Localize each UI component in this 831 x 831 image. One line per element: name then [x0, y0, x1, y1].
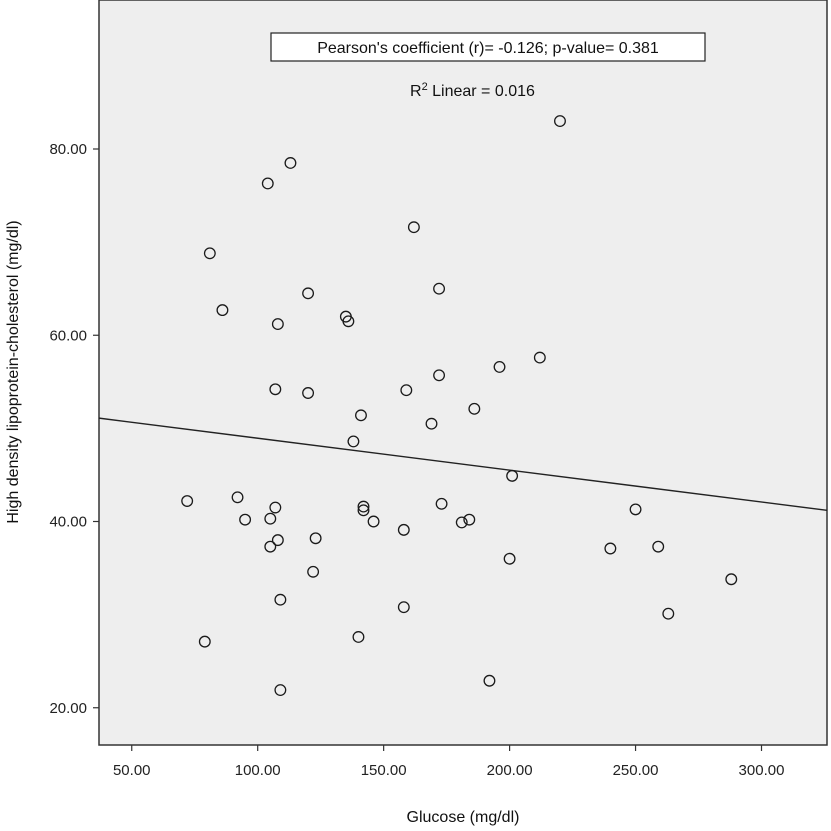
- data-point: [407, 221, 420, 234]
- data-point: [662, 607, 675, 620]
- data-point: [397, 601, 410, 614]
- data-point: [181, 495, 194, 507]
- data-point: [274, 593, 287, 606]
- data-point: [554, 115, 566, 128]
- data-point: [264, 540, 277, 553]
- data-point: [274, 684, 287, 697]
- stats-box-text: Pearson's coefficient (r)= -0.126; p-val…: [317, 40, 659, 57]
- data-point: [400, 384, 413, 397]
- r-squared-superscript: 2: [422, 81, 428, 93]
- data-point: [503, 552, 516, 565]
- data-point: [493, 360, 506, 373]
- data-point: [271, 534, 284, 547]
- data-point: [239, 513, 252, 526]
- x-tick-label: 100.00: [235, 762, 281, 779]
- data-point: [198, 635, 211, 648]
- data-point: [309, 532, 322, 545]
- x-axis-ticks: 50.00 100.00 150.00 200.00 250.00 300.00: [113, 745, 784, 779]
- y-tick-label: 60.00: [49, 327, 87, 344]
- y-tick-label: 40.00: [49, 514, 87, 531]
- r-squared-value: Linear = 0.016: [428, 83, 535, 100]
- data-point: [302, 387, 315, 399]
- stats-annotation: Pearson's coefficient (r)= -0.126; p-val…: [270, 32, 706, 62]
- y-axis-ticks: 20.00 40.00 60.00 80.00: [49, 141, 99, 717]
- data-point: [355, 409, 367, 422]
- data-point: [367, 515, 380, 528]
- data-point: [433, 282, 446, 295]
- data-point: [347, 435, 360, 448]
- data-point: [483, 674, 496, 687]
- data-point: [216, 304, 229, 317]
- data-point: [533, 351, 546, 364]
- data-point: [468, 402, 481, 415]
- y-axis-title: High density lipoprotein-cholesterol (mg…: [5, 220, 22, 523]
- x-tick-label: 250.00: [613, 762, 659, 779]
- data-point: [284, 157, 297, 169]
- data-point: [302, 287, 315, 300]
- stats-box-frame: [270, 32, 706, 62]
- data-point: [307, 565, 320, 578]
- data-point: [604, 542, 617, 555]
- data-point: [357, 504, 370, 517]
- x-tick-label: 300.00: [739, 762, 785, 779]
- data-point: [203, 247, 216, 260]
- plot-area: [98, 0, 828, 746]
- data-point: [506, 469, 519, 482]
- data-points: [181, 115, 738, 697]
- data-point: [269, 501, 282, 514]
- r-squared-label: R2 Linear = 0.016: [410, 81, 535, 100]
- data-point: [455, 516, 468, 529]
- data-point: [342, 315, 355, 328]
- x-axis-title: Glucose (mg/dl): [407, 809, 520, 826]
- data-point: [629, 503, 642, 516]
- data-point: [463, 513, 476, 526]
- linear-fit-line: [98, 417, 828, 512]
- x-tick-label: 150.00: [361, 762, 407, 779]
- data-point: [352, 631, 365, 643]
- data-point: [269, 383, 282, 396]
- data-point: [652, 540, 665, 553]
- r-squared-r: R: [410, 83, 422, 100]
- x-tick-label: 50.00: [113, 762, 151, 779]
- data-point: [425, 417, 438, 430]
- data-point: [231, 491, 244, 504]
- x-tick-label: 200.00: [487, 762, 533, 779]
- data-point: [725, 573, 738, 586]
- data-point: [261, 177, 274, 190]
- y-tick-label: 80.00: [49, 141, 87, 158]
- data-point: [271, 318, 284, 331]
- data-point: [433, 369, 446, 382]
- data-point: [435, 497, 448, 510]
- data-point: [397, 523, 410, 536]
- data-point: [264, 512, 277, 525]
- y-tick-label: 20.00: [49, 700, 87, 717]
- data-point: [357, 500, 370, 513]
